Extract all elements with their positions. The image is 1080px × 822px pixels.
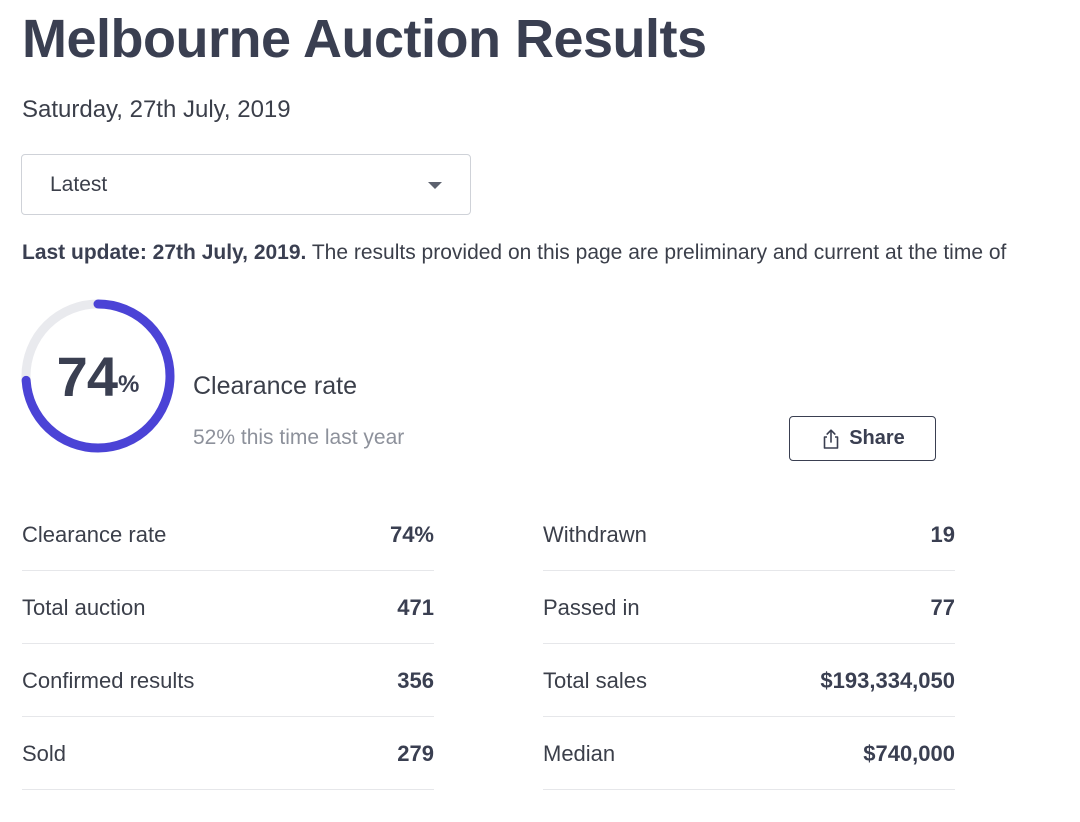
stat-value: 74%: [389, 522, 434, 547]
stat-value: 356: [397, 668, 434, 693]
clearance-rate-title: Clearance rate: [193, 372, 357, 400]
stat-label: Median: [543, 741, 616, 766]
stat-row-median: Median $740,000: [543, 717, 955, 790]
stat-value: 77: [930, 595, 955, 620]
last-update-text: The results provided on this page are pr…: [311, 241, 1007, 264]
stat-label: Clearance rate: [22, 522, 167, 547]
stat-value: $740,000: [863, 741, 955, 766]
clearance-rate-ring: [21, 299, 175, 453]
stats-table-right: Withdrawn 19 Passed in 77 Total sales $1…: [543, 498, 955, 790]
ring-progress: [21, 299, 175, 453]
stat-label: Total sales: [543, 668, 647, 693]
stat-label: Total auction: [22, 595, 146, 620]
select-value: Latest: [50, 173, 108, 196]
clearance-rate-ring-label: 74 %: [18, 296, 178, 456]
clearance-rate-unit: %: [117, 371, 140, 398]
stat-row-confirmed-results: Confirmed results 356: [22, 644, 434, 717]
share-icon: [823, 428, 839, 449]
stat-value: 279: [397, 741, 434, 766]
stats-table-left: Clearance rate 74% Total auction 471 Con…: [22, 498, 434, 790]
stat-row-passed-in: Passed in 77: [543, 571, 955, 644]
stat-label: Sold: [22, 741, 67, 766]
stat-value: 471: [397, 595, 434, 620]
stat-value: 19: [930, 522, 955, 547]
clearance-rate-last-year: 52% this time last year: [193, 426, 405, 449]
share-button[interactable]: Share: [789, 416, 936, 461]
stat-row-withdrawn: Withdrawn 19: [543, 498, 955, 571]
stat-row-clearance-rate: Clearance rate 74%: [22, 498, 434, 571]
results-period-select[interactable]: Latest: [21, 154, 471, 215]
stat-label: Confirmed results: [22, 668, 195, 693]
last-update-label: Last update: 27th July, 2019.: [22, 241, 307, 264]
chevron-down-icon: [428, 182, 442, 189]
page-title: Melbourne Auction Results: [22, 9, 707, 69]
last-update-notice: Last update: 27th July, 2019. The result…: [22, 241, 1080, 265]
clearance-rate-number: 74: [56, 344, 118, 408]
stat-row-total-auction: Total auction 471: [22, 571, 434, 644]
share-button-label: Share: [849, 427, 905, 449]
stat-label: Passed in: [543, 595, 640, 620]
stat-label: Withdrawn: [543, 522, 647, 547]
stat-row-sold: Sold 279: [22, 717, 434, 790]
stat-row-total-sales: Total sales $193,334,050: [543, 644, 955, 717]
results-date: Saturday, 27th July, 2019: [22, 96, 291, 123]
stat-value: $193,334,050: [820, 668, 955, 693]
